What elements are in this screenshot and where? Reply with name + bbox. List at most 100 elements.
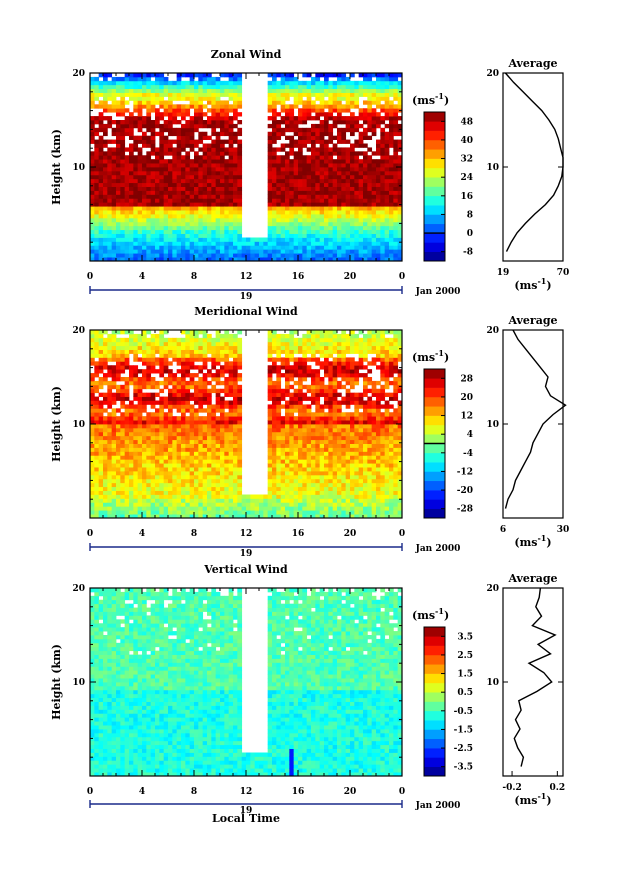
heatmap-cell [237, 357, 242, 361]
heatmap-cell [220, 487, 225, 491]
heatmap-cell [294, 163, 299, 167]
heatmap-cell [155, 108, 160, 112]
heatmap-cell [294, 483, 299, 487]
heatmap-cell [320, 194, 325, 198]
heatmap-cell [133, 455, 138, 459]
heatmap-cell [120, 397, 125, 401]
heatmap-cell [237, 97, 242, 101]
heatmap-cell [211, 77, 216, 81]
heatmap-cell [172, 253, 177, 257]
heatmap-cell [367, 81, 372, 85]
heatmap-cell [389, 89, 394, 93]
heatmap-cell [207, 338, 212, 342]
heatmap-cell [198, 342, 203, 346]
heatmap-cell [320, 222, 325, 226]
heatmap-cell [385, 155, 390, 159]
heatmap-cell [393, 155, 398, 159]
heatmap-cell [359, 140, 364, 144]
heatmap-cell [354, 234, 359, 238]
heatmap-cell [146, 222, 151, 226]
heatmap-cell [151, 159, 156, 163]
heatmap-cell [185, 479, 190, 483]
heatmap-cell [107, 463, 112, 467]
heatmap-cell [372, 81, 377, 85]
heatmap-cell [315, 245, 320, 249]
heatmap-cell [177, 428, 182, 432]
heatmap-cell [112, 214, 117, 218]
colorbar-swatch [424, 233, 445, 243]
heatmap-cell [298, 479, 303, 483]
heatmap-cell [389, 104, 394, 108]
heatmap-cell [116, 238, 121, 242]
heatmap-cell [142, 463, 147, 467]
heatmap-cell [294, 389, 299, 393]
heatmap-cell [354, 253, 359, 257]
heatmap-cell [229, 116, 234, 120]
heatmap-cell [168, 81, 173, 85]
heatmap-cell [302, 238, 307, 242]
heatmap-cell [294, 194, 299, 198]
heatmap-cell [194, 428, 199, 432]
heatmap-cell [164, 206, 169, 210]
heatmap-cell [181, 140, 186, 144]
heatmap-cell [172, 222, 177, 226]
heatmap-cell [146, 112, 151, 116]
heatmap-cell [138, 116, 143, 120]
heatmap-cell [116, 202, 121, 206]
heatmap-cell [294, 365, 299, 369]
heatmap-cell [181, 381, 186, 385]
heatmap-cell [276, 432, 281, 436]
heatmap-cell [211, 210, 216, 214]
heatmap-cell [112, 451, 117, 455]
heatmap-cell [164, 85, 169, 89]
heatmap-cell [298, 112, 303, 116]
heatmap-cell [389, 108, 394, 112]
heatmap-cell [94, 479, 99, 483]
heatmap-cell [302, 210, 307, 214]
heatmap-cell [99, 171, 104, 175]
heatmap-cell [237, 171, 242, 175]
heatmap-cell [94, 85, 99, 89]
heatmap-cell [203, 187, 208, 191]
heatmap-cell [194, 234, 199, 238]
heatmap-cell [341, 238, 346, 242]
heatmap-cell [207, 167, 212, 171]
heatmap-cell [168, 159, 173, 163]
heatmap-cell [389, 120, 394, 124]
heatmap-cell [276, 393, 281, 397]
heatmap-cell [112, 377, 117, 381]
heatmap-cell [255, 241, 260, 245]
heatmap-cell [142, 330, 147, 334]
heatmap-cell [224, 436, 229, 440]
heatmap-cell [229, 187, 234, 191]
heatmap-cell [120, 187, 125, 191]
heatmap-cell [328, 116, 333, 120]
heatmap-cell [272, 89, 277, 93]
heatmap-cell [276, 444, 281, 448]
heatmap-cell [354, 179, 359, 183]
heatmap-cell [168, 408, 173, 412]
heatmap-cell [233, 483, 238, 487]
heatmap-cell [198, 424, 203, 428]
heatmap-cell [120, 444, 125, 448]
heatmap-cell [198, 404, 203, 408]
heatmap-cell [307, 253, 312, 257]
heatmap-cell [333, 226, 338, 230]
heatmap-cell [185, 151, 190, 155]
heatmap-cell [276, 128, 281, 132]
heatmap-cell [224, 342, 229, 346]
heatmap-cell [112, 475, 117, 479]
heatmap-cell [268, 346, 273, 350]
heatmap-cell [211, 463, 216, 467]
heatmap-cell [155, 241, 160, 245]
heatmap-cell [203, 81, 208, 85]
heatmap-cell [211, 144, 216, 148]
heatmap-cell [311, 167, 316, 171]
heatmap-cell [220, 471, 225, 475]
heatmap-cell [116, 151, 121, 155]
heatmap-cell [294, 159, 299, 163]
heatmap-cell [142, 222, 147, 226]
heatmap-cell [172, 194, 177, 198]
heatmap-cell [237, 77, 242, 81]
heatmap-cell [198, 397, 203, 401]
